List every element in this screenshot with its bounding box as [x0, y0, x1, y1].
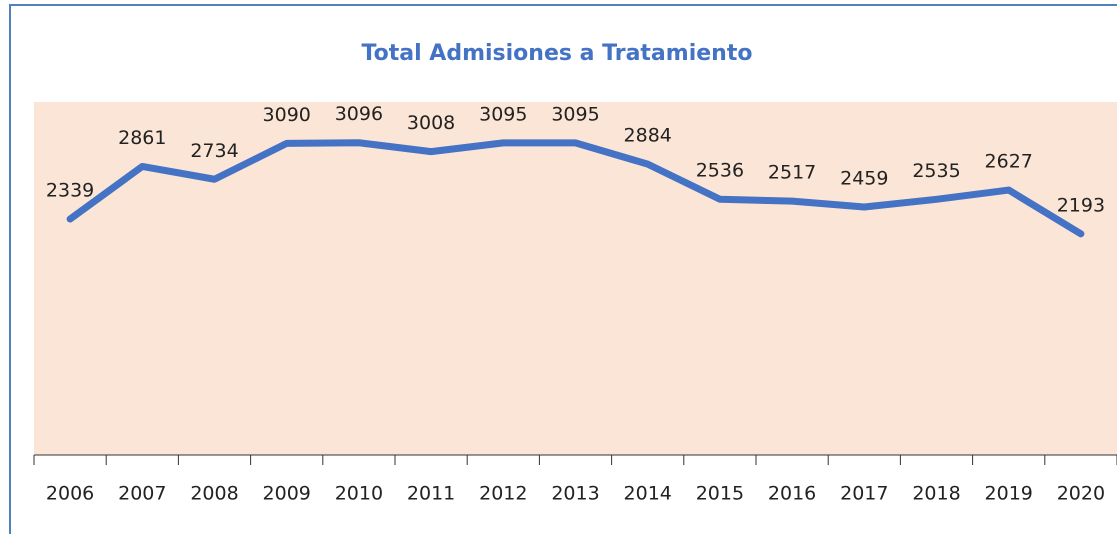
- plot-area: [34, 102, 1117, 455]
- data-label: 3008: [407, 112, 455, 134]
- data-label: 2884: [624, 125, 672, 147]
- data-label: 2517: [768, 162, 816, 184]
- data-label: 3096: [335, 103, 383, 125]
- x-tick-label: 2014: [624, 483, 672, 505]
- x-tick-label: 2006: [46, 483, 94, 505]
- x-tick-label: 2010: [335, 483, 383, 505]
- x-tick-label: 2016: [768, 483, 816, 505]
- chart-title: Total Admisiones a Tratamiento: [362, 41, 753, 66]
- data-label: 3095: [551, 103, 599, 125]
- data-label: 2193: [1057, 194, 1105, 216]
- data-label: 2459: [840, 167, 888, 189]
- x-tick-label: 2013: [551, 483, 599, 505]
- x-tick-label: 2017: [840, 483, 888, 505]
- data-label: 3095: [479, 103, 527, 125]
- x-tick-label: 2019: [985, 483, 1033, 505]
- data-label: 2535: [912, 160, 960, 182]
- data-label: 2339: [46, 180, 94, 202]
- line-series: [66, 139, 1085, 238]
- x-tick-label: 2020: [1057, 483, 1105, 505]
- x-tick-label: 2015: [696, 483, 744, 505]
- data-label: 2734: [190, 140, 238, 162]
- x-tick-label: 2011: [407, 483, 455, 505]
- x-tick-label: 2018: [912, 483, 960, 505]
- x-tick-label: 2008: [190, 483, 238, 505]
- x-tick-label: 2009: [263, 483, 311, 505]
- x-tick-label: 2012: [479, 483, 527, 505]
- chart-border: [9, 4, 1117, 534]
- data-label: 2627: [985, 151, 1033, 173]
- data-label: 3090: [263, 104, 311, 126]
- x-tick-label: 2007: [118, 483, 166, 505]
- data-label: 2861: [118, 127, 166, 149]
- data-label: 2536: [696, 160, 744, 182]
